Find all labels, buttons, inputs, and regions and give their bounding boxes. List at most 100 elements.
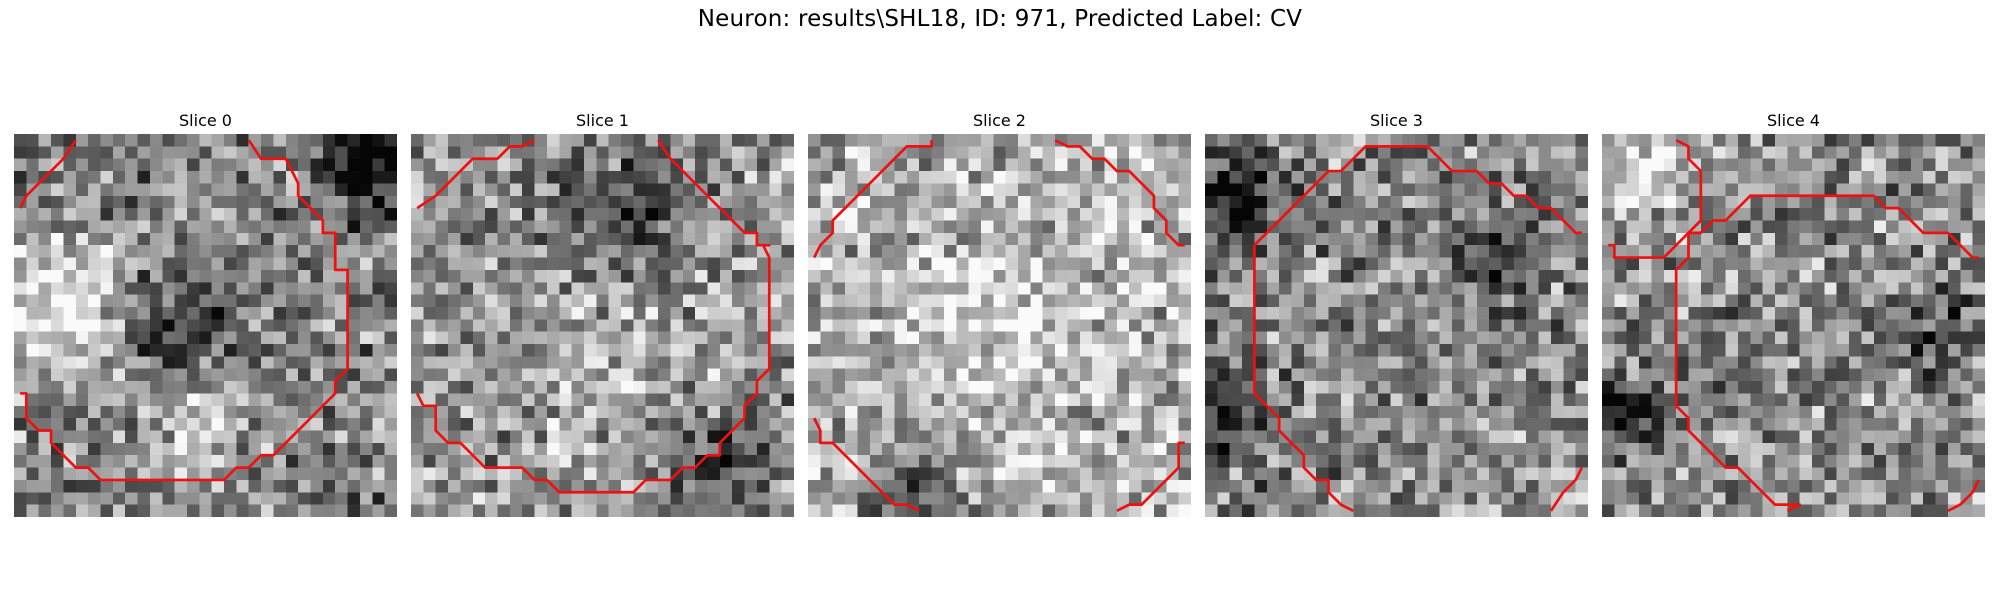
pixel-cell: [1439, 442, 1453, 456]
pixel-cell: [1774, 442, 1788, 456]
pixel-cell: [670, 393, 684, 407]
pixel-cell: [310, 146, 324, 159]
pixel-cell: [485, 232, 498, 246]
pixel-cell: [1476, 418, 1490, 431]
pixel-cell: [1725, 455, 1739, 468]
pixel-cell: [472, 294, 486, 308]
pixel-cell: [51, 479, 64, 493]
pixel-cell: [14, 405, 27, 419]
pixel-cell: [1676, 282, 1689, 295]
pixel-cell: [273, 257, 287, 271]
pixel-cell: [1030, 393, 1043, 407]
pixel-cell: [1242, 393, 1255, 407]
pixel-cell: [1166, 319, 1179, 332]
pixel-cell: [51, 455, 64, 468]
pixel-cell: [1861, 467, 1875, 481]
pixel-cell: [125, 381, 138, 394]
pixel-cell: [781, 146, 794, 159]
pixel-cell: [1774, 405, 1788, 419]
pixel-cell: [534, 146, 548, 159]
pixel-cell: [919, 479, 932, 493]
pixel-cell: [1291, 479, 1305, 493]
pixel-cell: [1217, 405, 1230, 419]
pixel-cell: [335, 208, 348, 221]
pixel-cell: [75, 282, 89, 295]
pixel-cell: [384, 146, 397, 159]
pixel-cell: [359, 257, 373, 271]
pixel-cell: [1563, 331, 1576, 345]
pixel-cell: [1476, 306, 1490, 320]
pixel-cell: [1960, 134, 1973, 147]
pixel-cell: [1415, 418, 1428, 431]
pixel-cell: [1526, 430, 1539, 444]
pixel-cell: [411, 442, 424, 456]
pixel-cell: [1030, 331, 1043, 345]
pixel-cell: [522, 158, 535, 172]
pixel-cell: [1550, 479, 1564, 493]
pixel-cell: [100, 282, 114, 295]
pixel-cell: [38, 368, 52, 382]
pixel-cell: [1116, 171, 1130, 184]
pixel-cell: [1439, 418, 1453, 431]
pixel-cell: [1651, 171, 1665, 184]
pixel-cell: [335, 183, 348, 197]
pixel-cell: [707, 269, 721, 283]
pixel-cell: [51, 232, 64, 246]
pixel-cell: [261, 282, 274, 295]
pixel-cell: [1651, 158, 1665, 172]
pixel-cell: [509, 208, 523, 221]
pixel-cell: [1651, 479, 1665, 493]
pixel-cell: [1242, 331, 1255, 345]
pixel-cell: [1476, 269, 1490, 283]
pixel-cell: [719, 232, 733, 246]
pixel-cell: [1886, 220, 1899, 234]
pixel-cell: [1886, 344, 1899, 357]
pixel-cell: [1005, 245, 1019, 258]
pixel-cell: [298, 430, 311, 444]
pixel-cell: [719, 405, 733, 419]
pixel-cell: [596, 455, 609, 468]
pixel-cell: [248, 492, 262, 505]
pixel-cell: [1116, 418, 1130, 431]
pixel-cell: [956, 146, 969, 159]
pixel-cell: [919, 282, 932, 295]
pixel-cell: [719, 146, 733, 159]
pixel-cell: [497, 405, 511, 419]
pixel-cell: [1005, 356, 1019, 369]
pixel-cell: [1501, 442, 1515, 456]
pixel-cell: [485, 183, 498, 197]
pixel-cell: [1737, 381, 1751, 394]
pixel-cell: [149, 368, 163, 382]
pixel-cell: [756, 220, 770, 234]
pixel-cell: [1935, 245, 1949, 258]
pixel-cell: [1365, 195, 1379, 209]
pixel-cell: [75, 492, 89, 505]
pixel-cell: [1030, 195, 1043, 209]
pixel-cell: [261, 467, 274, 481]
pixel-cell: [1676, 269, 1689, 283]
pixel-cell: [522, 430, 535, 444]
pixel-cell: [1390, 492, 1403, 505]
pixel-cell: [633, 245, 646, 258]
pixel-cell: [51, 294, 64, 308]
pixel-cell: [51, 344, 64, 357]
pixel-cell: [322, 195, 336, 209]
pixel-cell: [1116, 467, 1130, 481]
pixel-cell: [621, 381, 634, 394]
pixel-cell: [1390, 294, 1403, 308]
pixel-cell: [1713, 356, 1726, 369]
pixel-cell: [186, 430, 200, 444]
pixel-cell: [1092, 479, 1105, 493]
pixel-cell: [658, 381, 671, 394]
pixel-cell: [1377, 344, 1391, 357]
pixel-cell: [1005, 479, 1019, 493]
pixel-cell: [596, 504, 609, 517]
contour-line: [1608, 194, 1979, 259]
pixel-cell: [1688, 171, 1702, 184]
pixel-cell: [485, 368, 498, 382]
pixel-cell: [845, 381, 858, 394]
pixel-cell: [1452, 442, 1465, 456]
pixel-cell: [1787, 467, 1800, 481]
pixel-cell: [1129, 356, 1142, 369]
pixel-cell: [322, 257, 336, 271]
